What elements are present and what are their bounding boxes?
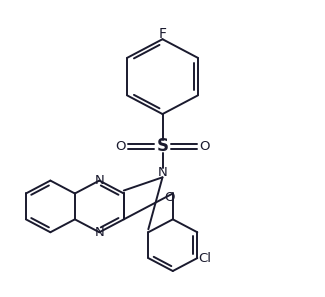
Text: O: O — [164, 191, 175, 204]
Text: N: N — [95, 174, 104, 187]
Text: S: S — [157, 138, 168, 155]
Text: N: N — [158, 166, 167, 179]
Text: Cl: Cl — [198, 252, 211, 265]
Text: N: N — [95, 226, 104, 239]
Text: F: F — [159, 27, 166, 41]
Text: O: O — [116, 140, 126, 153]
Text: O: O — [199, 140, 209, 153]
